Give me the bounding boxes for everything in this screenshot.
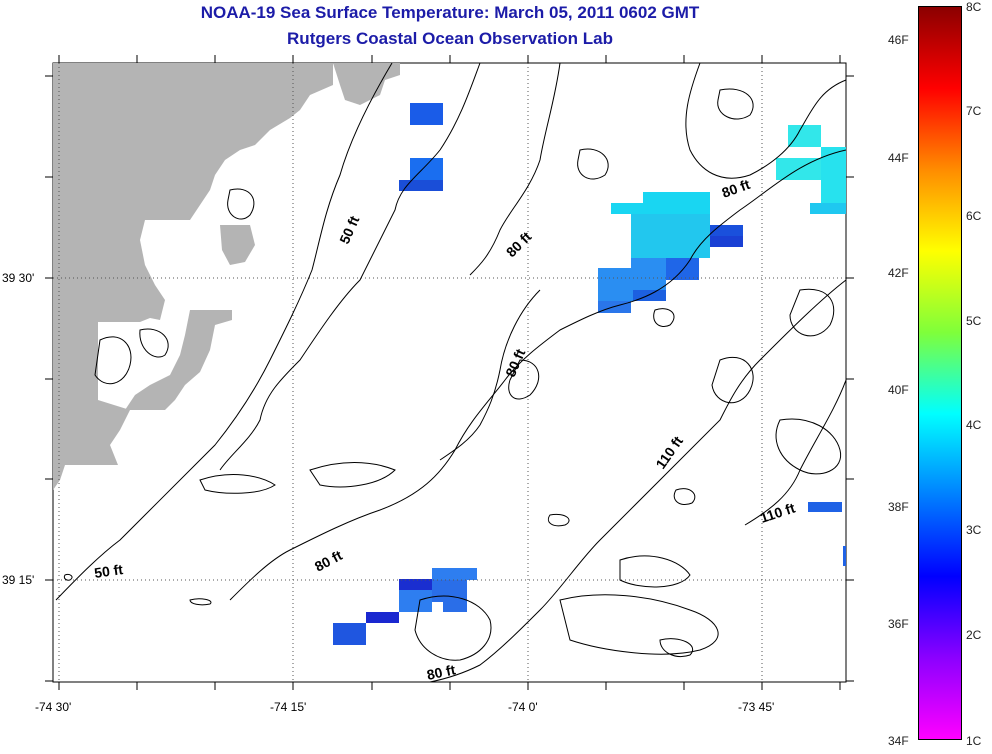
bathymetry-contours [55, 62, 847, 683]
axis-ticks [45, 55, 854, 690]
temperature-colorbar [918, 6, 962, 740]
colorbar-c-label: 4C [966, 418, 982, 432]
colorbar-c-label: 5C [966, 314, 982, 328]
lon-label: -74 30' [35, 700, 72, 714]
map-subtitle: Rutgers Coastal Ocean Observation Lab [287, 29, 613, 48]
graticule [53, 63, 846, 682]
sst-pixels [333, 103, 846, 645]
colorbar-c-label: 1C [966, 734, 982, 748]
lon-label: -74 15' [270, 700, 307, 714]
map-title: NOAA-19 Sea Surface Temperature: March 0… [200, 3, 700, 22]
contour-label: 50 ft [93, 561, 124, 581]
land-area-2 [125, 310, 232, 410]
lon-label: -74 0' [508, 700, 538, 714]
contour-label: 80 ft [425, 661, 457, 683]
colorbar-c-label: 2C [966, 628, 982, 642]
colorbar-f-label: 40F [888, 383, 909, 397]
colorbar-c-label: 6C [966, 209, 982, 223]
colorbar-c-label: 8C [966, 0, 982, 14]
colorbar-f-label: 46F [888, 33, 909, 47]
land-area-4 [220, 225, 255, 265]
colorbar-f-label: 34F [888, 734, 909, 748]
colorbar-f-label: 36F [888, 617, 909, 631]
lon-label: -73 45' [738, 700, 775, 714]
land-area [53, 63, 333, 490]
colorbar-f-label: 44F [888, 151, 909, 165]
colorbar-c-label: 3C [966, 523, 982, 537]
colorbar-f-label: 38F [888, 500, 909, 514]
colorbar-f-label: 42F [888, 266, 909, 280]
lat-label: 39 30' [2, 271, 35, 285]
land-area-3 [333, 63, 400, 105]
lat-label: 39 15' [2, 573, 35, 587]
colorbar-c-label: 7C [966, 104, 982, 118]
